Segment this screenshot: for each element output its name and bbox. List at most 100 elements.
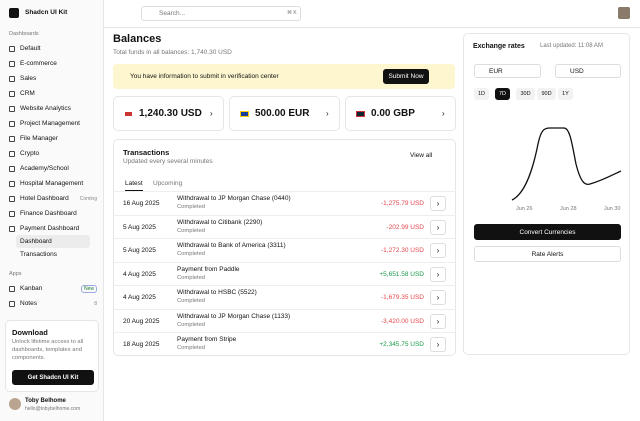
tx-status: Completed xyxy=(177,321,206,328)
nav-item[interactable]: File Manager xyxy=(9,132,97,145)
rate-line xyxy=(511,127,622,201)
tx-open[interactable]: › xyxy=(430,290,446,305)
nav-subitem[interactable]: Dashboard xyxy=(16,235,90,248)
tx-row: 4 Aug 2025 Withdrawal to HSBC (5522) Compl… xyxy=(114,285,456,309)
from-select[interactable]: EUR xyxy=(474,64,541,78)
nav-label: Notes xyxy=(20,300,37,307)
tx-open[interactable]: › xyxy=(430,219,446,235)
nav-icon xyxy=(9,285,15,292)
user-name[interactable]: Toby Belhome xyxy=(25,398,66,404)
user-avatar[interactable] xyxy=(618,7,630,19)
tab[interactable]: Upcoming xyxy=(153,180,183,187)
tx-date: 20 Aug 2025 xyxy=(123,317,160,325)
nav-item[interactable]: Academy/School xyxy=(9,162,97,175)
tx-amount: +5,651.58 USD xyxy=(379,270,424,278)
logo xyxy=(9,8,19,18)
alerts-button[interactable]: Rate Alerts xyxy=(474,246,621,262)
flag xyxy=(124,111,133,117)
exchange-updated: Last updated: 11:08 AM xyxy=(540,43,603,49)
nav-label: Default xyxy=(20,45,41,52)
nav-item[interactable]: Hospital Management xyxy=(9,177,97,190)
page-title: Balances xyxy=(113,33,162,45)
tx-date: 5 Aug 2025 xyxy=(123,247,156,254)
balance-amount: 0.00 GBP xyxy=(371,108,415,119)
search[interactable]: Search... xyxy=(141,6,301,21)
tx-status: Completed xyxy=(177,204,206,210)
nav-item[interactable]: Hotel Dashboard Coming xyxy=(9,192,97,205)
nav-label: Payment Dashboard xyxy=(20,225,80,232)
tx-row: 16 Aug 2025 Withdrawal to JP Morgan Chase… xyxy=(114,191,456,215)
tx-open[interactable]: › xyxy=(430,243,446,258)
nav-item[interactable]: Default xyxy=(9,42,97,55)
nav-item[interactable]: Crypto xyxy=(9,147,97,160)
nav-label: Hotel Dashboard xyxy=(20,195,69,202)
section-title: Apps xyxy=(9,271,22,277)
nav-icon xyxy=(9,135,15,142)
nav-icon xyxy=(9,120,15,127)
convert-button[interactable]: Convert Currencies xyxy=(474,224,621,240)
tx-open[interactable]: › xyxy=(430,337,446,352)
range-tab[interactable]: 30D xyxy=(516,88,535,100)
tx-date: 5 Aug 2025 xyxy=(123,223,156,231)
tx-open[interactable]: › xyxy=(430,196,446,211)
nav-item[interactable]: Website Analytics xyxy=(9,102,97,115)
tx-amount: -1,275.79 USD xyxy=(381,200,424,207)
nav-item[interactable]: Finance Dashboard xyxy=(9,207,97,220)
alert-text: You have information to submit in verifi… xyxy=(130,73,279,80)
tx-date: 16 Aug 2025 xyxy=(123,200,160,207)
balance-card[interactable]: 1,240.30 USD › xyxy=(113,96,224,131)
nav-icon xyxy=(9,60,15,67)
nav-badge: 8 xyxy=(94,300,97,307)
topbar-border xyxy=(104,27,640,28)
tx-date: 4 Aug 2025 xyxy=(123,270,156,278)
nav-icon xyxy=(9,45,15,52)
balance-card[interactable]: 0.00 GBP › xyxy=(345,96,456,131)
nav-item[interactable]: CRM xyxy=(9,87,97,100)
rate-chart xyxy=(511,127,622,201)
tx-open[interactable]: › xyxy=(430,266,446,282)
nav-item[interactable]: Notes 8 xyxy=(9,297,97,310)
nav-subitem[interactable]: Transactions xyxy=(20,251,57,258)
balance-amount: 500.00 EUR xyxy=(255,108,310,119)
tx-status: Completed xyxy=(177,251,206,257)
balance-amount: 1,240.30 USD xyxy=(139,108,202,119)
alert-button[interactable]: Submit Now xyxy=(383,69,429,84)
tx-status: Completed xyxy=(177,345,206,351)
tx-open[interactable]: › xyxy=(430,313,446,329)
exchange-title: Exchange rates xyxy=(473,43,525,50)
exchange-card: Exchange rates Last updated: 11:08 AM EU… xyxy=(463,33,630,355)
nav-item[interactable]: Payment Dashboard xyxy=(9,222,97,235)
nav-icon xyxy=(9,225,15,232)
balance-card[interactable]: 500.00 EUR › xyxy=(229,96,340,131)
tx-title: Transactions xyxy=(123,148,170,157)
avatar xyxy=(9,398,21,410)
section-title: Dashboards xyxy=(9,31,39,37)
nav-label: Project Management xyxy=(20,120,80,127)
tx-status: Completed xyxy=(177,227,206,234)
brand[interactable]: Shadcn UI Kit xyxy=(25,9,68,16)
range-tab[interactable]: 7D xyxy=(495,88,510,100)
tx-row: 20 Aug 2025 Withdrawal to JP Morgan Chase… xyxy=(114,308,456,333)
range-tab[interactable]: 1Y xyxy=(558,88,573,100)
nav-icon xyxy=(9,150,15,157)
tx-description: Withdrawal to Citibank (2290) xyxy=(177,218,263,226)
nav-item[interactable]: Sales xyxy=(9,72,97,85)
range-tab[interactable]: 90D xyxy=(537,88,556,100)
to-select[interactable]: USD xyxy=(555,64,621,78)
flag xyxy=(240,111,249,117)
nav-label: Finance Dashboard xyxy=(20,210,77,217)
promo-button[interactable]: Get Shadcn UI Kit xyxy=(12,370,94,385)
tx-row: 4 Aug 2025 Payment from Paddle Completed +5… xyxy=(114,261,456,286)
promo-text: Unlock lifetime access to all dashboards… xyxy=(12,339,84,361)
nav-label: Website Analytics xyxy=(20,105,71,112)
nav-item[interactable]: Kanban New xyxy=(9,282,97,295)
nav-item[interactable]: Project Management xyxy=(9,117,97,130)
search-placeholder: Search... xyxy=(159,10,186,17)
tx-row: 5 Aug 2025 Withdrawal to Citibank (2290) C… xyxy=(114,214,456,239)
view-all[interactable]: View all xyxy=(410,152,433,159)
from-currency: EUR xyxy=(489,67,503,75)
tab[interactable]: Latest xyxy=(125,180,143,191)
nav-item[interactable]: E-commerce xyxy=(9,57,97,70)
page-subtitle: Total funds in all balances: 1,740.30 US… xyxy=(113,49,232,56)
range-tab[interactable]: 1D xyxy=(474,88,489,100)
